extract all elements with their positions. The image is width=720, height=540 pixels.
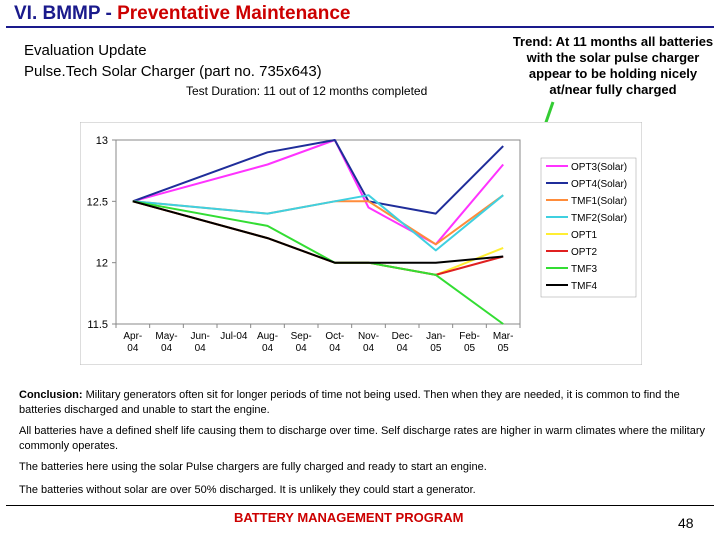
x-tick-label: Nov-04 [358, 331, 379, 354]
legend-label: TMF1(Solar) [571, 196, 627, 207]
conclusion-text: Military generators often sit for longer… [19, 389, 680, 416]
x-tick-label: May-04 [155, 331, 177, 354]
series-line [132, 194, 504, 252]
series-line [132, 139, 504, 246]
legend-label: TMF4 [571, 281, 598, 292]
x-tick-label: Sep-04 [291, 331, 312, 354]
page-number: 48 [678, 515, 694, 531]
battery-voltage-chart: 11.5 12 12.5 13 Apr-04 May-04 Jun-04 Jul-04 Aug… [80, 122, 642, 365]
test-duration: Test Duration: 11 out of 12 months compl… [186, 84, 428, 98]
title-prefix: VI. BMMP - [14, 3, 118, 24]
conclusion-paragraph: Conclusion: Military generators often si… [19, 388, 709, 418]
legend-label: TMF2(Solar) [571, 213, 627, 224]
no-solar-paragraph: The batteries without solar are over 50%… [19, 484, 476, 496]
legend-label: OPT2 [571, 247, 598, 258]
x-tick-label: Dec-04 [392, 331, 413, 354]
footer-program-name: BATTERY MANAGEMENT PROGRAM [234, 510, 464, 525]
x-tick-label: Oct-04 [325, 331, 344, 354]
x-tick-label: Feb-05 [459, 331, 480, 354]
y-tick-label: 11.5 [87, 319, 108, 331]
trend-note: Trend: At 11 months all batteries with t… [512, 34, 714, 97]
evaluation-heading: Evaluation Update [24, 42, 147, 59]
y-tick-label: 13 [96, 135, 108, 147]
legend-label: OPT3(Solar) [571, 162, 627, 173]
x-tick-label: Mar-05 [493, 331, 514, 354]
title-main: Preventative Maintenance [117, 3, 351, 24]
x-tick-label: Jan-05 [426, 331, 445, 354]
title-divider [6, 26, 714, 28]
legend-label: OPT1 [571, 230, 598, 241]
y-tick-label: 12.5 [87, 196, 108, 208]
x-tick-label: Jul-04 [220, 331, 248, 342]
x-tick-label: Jun-04 [190, 331, 209, 354]
series-line [132, 200, 504, 264]
device-heading: Pulse.Tech Solar Charger (part no. 735x6… [24, 63, 322, 80]
footer-divider [6, 505, 714, 506]
legend-label: OPT4(Solar) [571, 179, 627, 190]
series-line [132, 139, 504, 215]
y-tick-label: 12 [96, 258, 108, 270]
chart-legend [540, 157, 637, 298]
x-tick-label: Apr-04 [123, 331, 142, 354]
solar-paragraph: The batteries here using the solar Pulse… [19, 461, 487, 473]
slide-title: VI. BMMP - Preventative Maintenance [14, 3, 350, 25]
conclusion-label: Conclusion: [19, 389, 83, 401]
x-tick-label: Aug-04 [257, 331, 278, 354]
shelf-life-paragraph: All batteries have a defined shelf life … [19, 425, 705, 452]
legend-label: TMF3 [571, 264, 598, 275]
